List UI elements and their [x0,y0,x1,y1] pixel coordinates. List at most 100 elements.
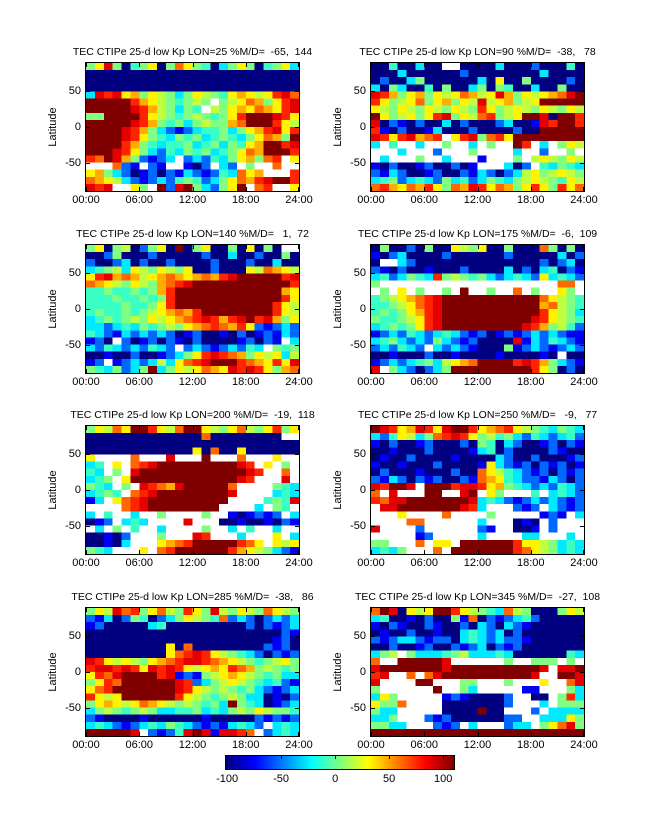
y-tick-mark [371,490,375,491]
colorbar: -100 -50 0 50 100 [216,755,455,785]
y-tick-mark [371,273,375,274]
x-tick-mark [371,369,372,373]
y-tick-label: -50 [65,338,81,351]
x-tick-mark [371,608,372,612]
y-tick-mark [86,309,90,310]
x-tick-mark [478,550,479,554]
x-tick-mark [583,187,584,191]
x-tick-mark [298,732,299,736]
x-tick-mark [246,245,247,249]
y-tick-mark [371,127,375,128]
x-tick-mark [371,550,372,554]
y-tick-label: 50 [68,630,81,643]
y-tick-label: -50 [350,156,366,169]
y-axis-label: Latitude [47,289,59,329]
y-tick-mark [371,672,375,673]
x-tick-mark [139,187,140,191]
y-tick-mark [86,672,90,673]
x-tick-mark [139,63,140,67]
x-tick-label: 18:00 [516,376,545,388]
x-tick-mark [424,245,425,249]
heatmap-canvas [86,426,299,554]
x-tick-mark [583,245,584,249]
y-tick-mark [295,708,299,709]
x-tick-mark [583,550,584,554]
x-tick-label: 06:00 [410,557,439,569]
x-tick-mark [246,608,247,612]
heatmap-canvas [371,245,584,373]
x-tick-mark [478,608,479,612]
y-axis-label: Latitude [332,470,344,510]
x-tick-mark [246,369,247,373]
y-axis-label: Latitude [47,470,59,510]
y-tick-mark [580,708,584,709]
y-tick-mark [295,672,299,673]
y-tick-label: 50 [353,85,366,98]
x-tick-label: 00:00 [72,194,100,206]
y-axis-label: Latitude [47,107,59,147]
x-tick-mark [86,608,87,612]
x-tick-mark [193,245,194,249]
y-tick-mark [580,309,584,310]
heatmap-canvas [86,63,299,191]
y-tick-mark [86,636,90,637]
x-tick-mark [583,369,584,373]
x-tick-label: 24:00 [285,557,313,569]
y-tick-mark [86,91,90,92]
y-tick-label: 0 [74,666,81,678]
y-tick-label: 0 [359,666,366,678]
heatmap-canvas [371,63,584,191]
x-tick-label: 06:00 [410,376,439,388]
x-tick-mark [86,63,87,67]
x-tick-mark [193,608,194,612]
y-tick-mark [295,526,299,527]
y-tick-mark [580,91,584,92]
x-tick-mark [246,550,247,554]
x-tick-mark [478,732,479,736]
x-tick-mark [139,245,140,249]
x-tick-mark [139,369,140,373]
x-tick-mark [86,187,87,191]
x-tick-label: 06:00 [125,739,154,751]
x-tick-mark [531,63,532,67]
x-tick-label: 18:00 [516,557,545,569]
y-tick-mark [371,91,375,92]
x-tick-label: 24:00 [570,739,598,751]
x-tick-mark [86,732,87,736]
x-tick-label: 12:00 [463,739,492,751]
x-tick-mark [531,426,532,430]
y-tick-mark [580,526,584,527]
x-tick-mark [193,187,194,191]
y-axis-label: Latitude [332,652,344,692]
x-tick-mark [531,369,532,373]
x-tick-mark [139,550,140,554]
panel-title: TEC CTIPe 25-d low Kp LON=90 %M/D= -38, … [359,46,596,58]
x-tick-mark [139,732,140,736]
x-tick-mark [424,187,425,191]
y-tick-label: 50 [68,448,81,461]
colorbar-tick-mark [335,756,336,759]
y-tick-label: -50 [350,519,366,532]
x-tick-mark [193,426,194,430]
x-tick-mark [583,608,584,612]
heatmap-canvas [371,608,584,736]
y-tick-mark [371,163,375,164]
x-tick-label: 06:00 [125,376,154,388]
x-tick-label: 18:00 [231,194,260,206]
x-tick-mark [371,187,372,191]
x-tick-label: 12:00 [463,194,492,206]
colorbar-tick-label: -50 [273,773,290,785]
colorbar-tick-label: 0 [332,773,339,785]
x-tick-mark [193,732,194,736]
x-tick-label: 24:00 [570,557,598,569]
x-tick-mark [424,608,425,612]
x-tick-mark [424,732,425,736]
x-tick-mark [424,426,425,430]
x-tick-label: 12:00 [178,557,207,569]
y-tick-mark [86,345,90,346]
x-tick-mark [371,426,372,430]
y-tick-label: -50 [65,156,81,169]
y-tick-mark [295,309,299,310]
y-tick-mark [86,127,90,128]
